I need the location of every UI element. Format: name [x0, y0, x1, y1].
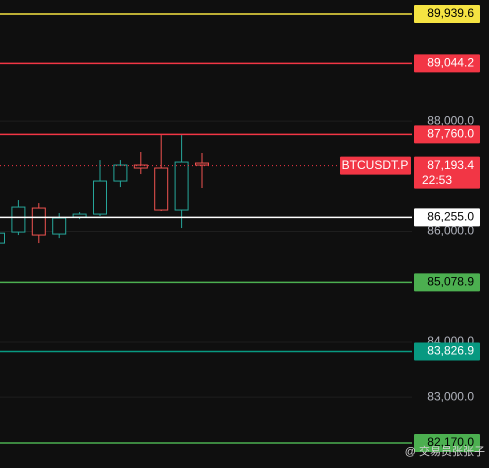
grid	[0, 120, 412, 398]
price-axis: 88,000.086,000.084,000.083,000.089,939.6…	[340, 4, 480, 452]
y-tick-label: 86,000.0	[427, 224, 474, 238]
price-label-box	[414, 54, 480, 73]
price-label-box	[414, 433, 480, 452]
price-label: 87,760.0	[427, 127, 474, 141]
price-label: 83,826.9	[427, 344, 474, 358]
price-label-box	[414, 273, 480, 292]
candle-body	[11, 206, 26, 233]
price-label-box	[414, 125, 480, 144]
symbol-label: BTCUSDT.P	[342, 158, 409, 172]
candle-body	[133, 164, 148, 169]
price-label: 89,939.6	[427, 6, 474, 20]
price-label-box	[414, 342, 480, 361]
price-label: 82,170.0	[427, 435, 474, 449]
plot	[0, 13, 412, 444]
price-label-box	[414, 4, 480, 23]
price-label: 85,078.9	[427, 275, 474, 289]
current-price-box	[414, 156, 480, 189]
candle-body	[72, 213, 87, 218]
current-price-label: 87,193.4	[427, 158, 474, 172]
candle-body	[52, 217, 67, 235]
candle-body	[174, 161, 189, 211]
candle-body	[31, 207, 46, 236]
candle-body	[195, 162, 209, 166]
candle-body	[93, 180, 107, 215]
candle-body	[154, 167, 169, 211]
watermark: @ 交易员张张子	[405, 444, 485, 458]
countdown: 22:53	[422, 173, 452, 187]
y-tick-label: 88,000.0	[427, 113, 474, 127]
candle-body	[0, 232, 5, 244]
price-label-box	[414, 208, 480, 227]
symbol-box	[340, 156, 411, 175]
y-tick-label: 83,000.0	[427, 389, 474, 403]
price-label: 89,044.2	[427, 56, 474, 70]
candle-body	[113, 164, 128, 182]
price-label: 86,255.0	[427, 210, 474, 224]
